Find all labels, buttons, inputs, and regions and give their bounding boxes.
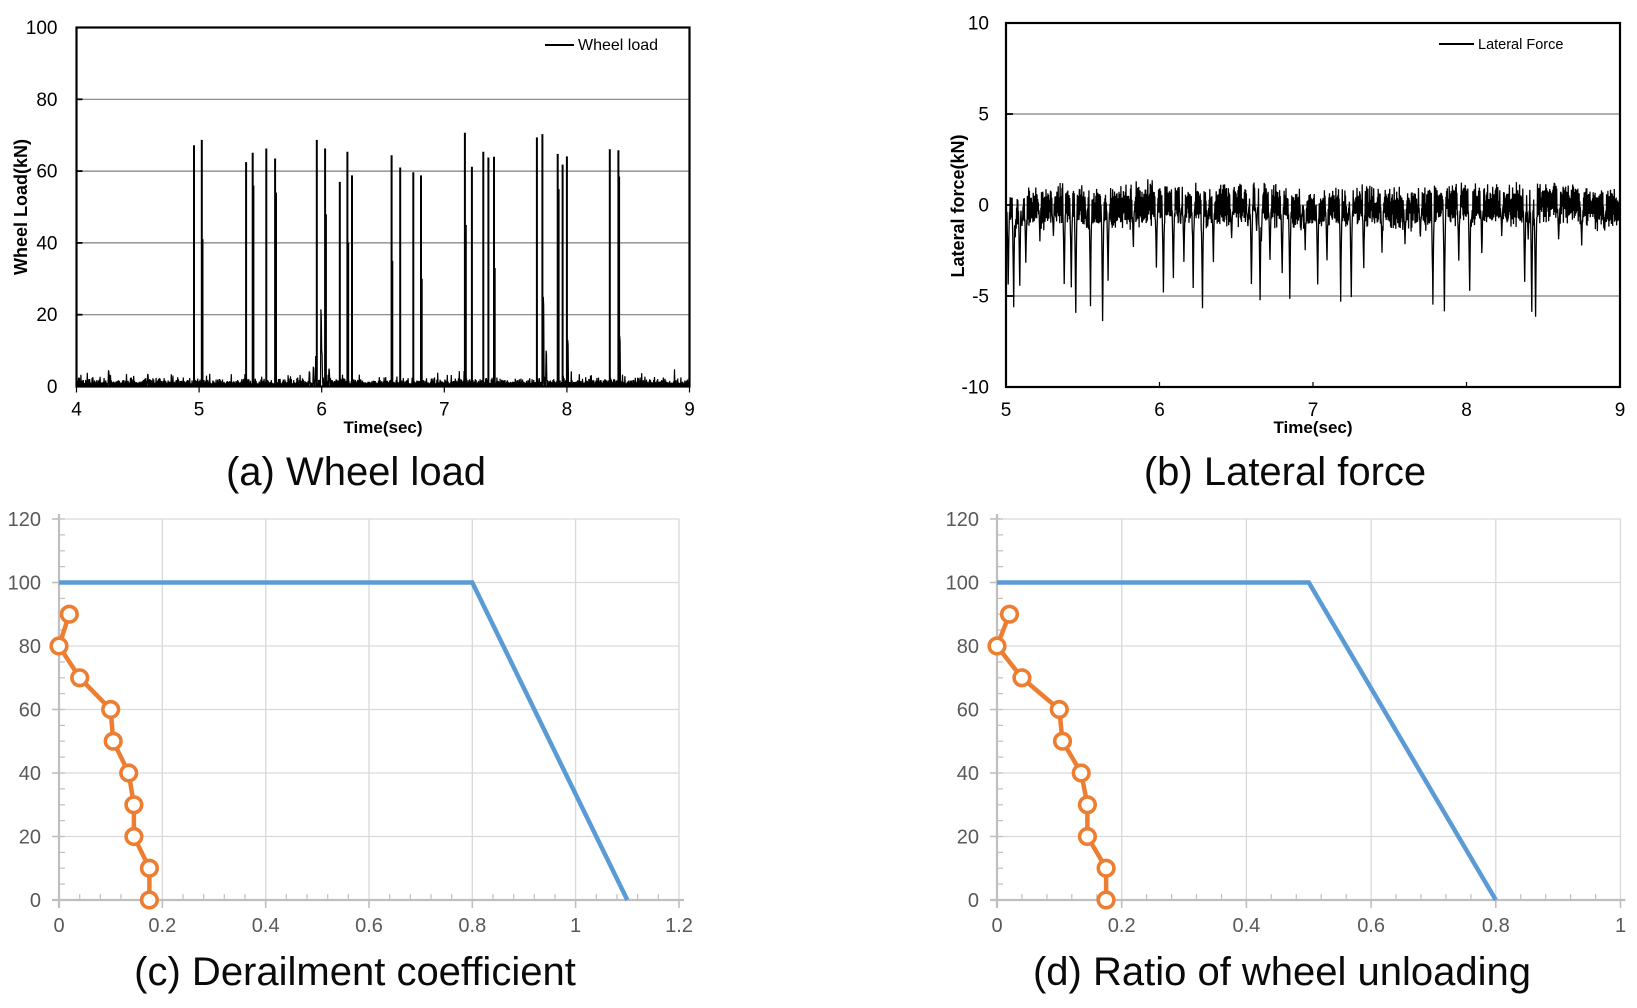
svg-text:80: 80 <box>19 636 41 658</box>
svg-text:40: 40 <box>957 763 979 785</box>
svg-text:20: 20 <box>957 827 979 849</box>
svg-text:40: 40 <box>19 763 41 785</box>
svg-text:4: 4 <box>71 400 82 421</box>
svg-text:Wheel load: Wheel load <box>578 37 658 54</box>
svg-text:100: 100 <box>946 573 979 595</box>
svg-text:60: 60 <box>19 700 41 722</box>
svg-text:Lateral Force: Lateral Force <box>1478 37 1563 53</box>
svg-text:0: 0 <box>47 377 58 398</box>
svg-text:5: 5 <box>194 400 205 421</box>
svg-text:(b) Lateral force: (b) Lateral force <box>1144 450 1426 494</box>
svg-text:(c) Derailment coefficient: (c) Derailment coefficient <box>134 950 576 994</box>
svg-text:0.4: 0.4 <box>1232 915 1260 937</box>
svg-text:120: 120 <box>946 509 979 531</box>
svg-text:120: 120 <box>8 509 41 531</box>
svg-text:0: 0 <box>53 915 64 937</box>
svg-text:0.8: 0.8 <box>458 915 486 937</box>
svg-text:-5: -5 <box>972 287 989 308</box>
svg-text:9: 9 <box>1615 400 1626 421</box>
svg-text:6: 6 <box>316 400 327 421</box>
svg-text:0.8: 0.8 <box>1482 915 1510 937</box>
svg-text:1.2: 1.2 <box>665 915 693 937</box>
svg-text:0: 0 <box>991 915 1002 937</box>
svg-text:Wheel Load(kN): Wheel Load(kN) <box>11 139 31 275</box>
svg-text:20: 20 <box>36 305 57 326</box>
svg-text:5: 5 <box>1001 400 1012 421</box>
svg-text:100: 100 <box>8 573 41 595</box>
svg-text:Time(sec): Time(sec) <box>1273 418 1352 437</box>
svg-text:60: 60 <box>957 700 979 722</box>
svg-text:8: 8 <box>1461 400 1472 421</box>
svg-text:7: 7 <box>1308 400 1319 421</box>
svg-text:1: 1 <box>570 915 581 937</box>
svg-text:9: 9 <box>684 400 695 421</box>
svg-text:0.6: 0.6 <box>1357 915 1385 937</box>
svg-text:(d) Ratio of wheel unloading: (d) Ratio of wheel unloading <box>1033 950 1531 994</box>
svg-text:0.2: 0.2 <box>148 915 176 937</box>
svg-text:0: 0 <box>968 890 979 912</box>
svg-text:7: 7 <box>439 400 450 421</box>
svg-text:40: 40 <box>36 233 57 254</box>
svg-text:20: 20 <box>19 827 41 849</box>
svg-text:0: 0 <box>978 196 989 217</box>
svg-text:0: 0 <box>30 890 41 912</box>
svg-text:80: 80 <box>36 90 57 111</box>
svg-text:100: 100 <box>26 18 58 39</box>
svg-text:6: 6 <box>1154 400 1165 421</box>
svg-text:(a) Wheel load: (a) Wheel load <box>226 450 486 494</box>
svg-text:80: 80 <box>957 636 979 658</box>
svg-text:0.2: 0.2 <box>1108 915 1136 937</box>
svg-text:10: 10 <box>968 14 989 35</box>
svg-text:0.4: 0.4 <box>252 915 280 937</box>
svg-text:8: 8 <box>562 400 573 421</box>
svg-text:-10: -10 <box>962 378 989 399</box>
svg-text:60: 60 <box>36 162 57 183</box>
svg-text:1: 1 <box>1615 915 1626 937</box>
svg-text:5: 5 <box>978 105 989 126</box>
svg-text:0.6: 0.6 <box>355 915 383 937</box>
svg-text:Time(sec): Time(sec) <box>343 418 422 437</box>
svg-text:Lateral force(kN): Lateral force(kN) <box>948 134 968 277</box>
